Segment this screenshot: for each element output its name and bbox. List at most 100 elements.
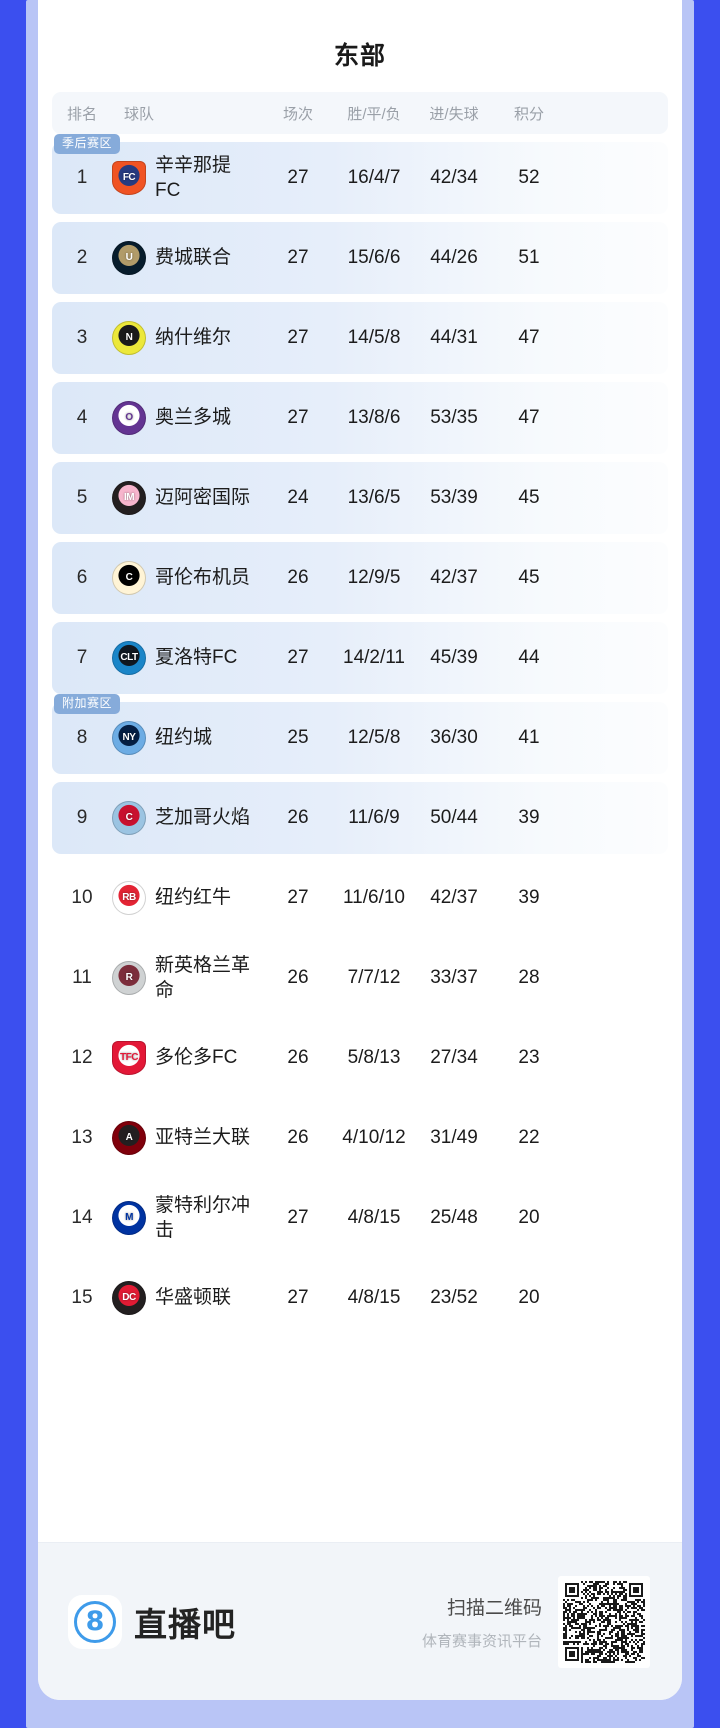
table-row[interactable]: 4 O 奥兰多城 27 13/8/6 53/35 47	[52, 382, 668, 454]
cell-points: 45	[518, 487, 540, 508]
zone-badge: 附加赛区	[54, 694, 121, 714]
cell-team[interactable]: O 奥兰多城	[112, 401, 262, 435]
cell-goals: 44/26	[430, 247, 478, 268]
qr-subtitle: 体育赛事资讯平台	[421, 1632, 542, 1650]
cell-team[interactable]: RB 纽约红牛	[112, 881, 262, 915]
cf-montreal-logo: M	[112, 1201, 146, 1235]
cell-rank: 15	[71, 1287, 93, 1308]
cell-goals: 50/44	[430, 807, 478, 828]
cell-played: 26	[287, 967, 309, 988]
cell-rank: 4	[76, 407, 88, 428]
cell-points: 47	[518, 327, 540, 348]
cell-rank: 6	[76, 567, 88, 588]
cell-team[interactable]: CLT 夏洛特FC	[112, 641, 262, 675]
cell-wdl: 7/7/12	[347, 967, 401, 988]
cell-team[interactable]: C 哥伦布机员	[112, 561, 262, 595]
table-row[interactable]: 6 C 哥伦布机员 26 12/9/5 42/37 45	[52, 542, 668, 614]
cell-rank: 3	[76, 327, 88, 348]
cell-goals: 31/49	[430, 1127, 478, 1148]
table-row[interactable]: 2 U 费城联合 27 15/6/6 44/26 51	[52, 222, 668, 294]
standings-table: 排名 球队 场次 胜/平/负 进/失球 积分 季后赛区 1 FC 辛辛那提FC 27 16…	[38, 92, 682, 1542]
cell-team[interactable]: M 蒙特利尔冲击	[112, 1193, 262, 1243]
column-header-team: 球队	[124, 105, 155, 123]
cell-rank: 2	[76, 247, 88, 268]
nashville-sc-logo: N	[112, 321, 146, 355]
cell-rank: 1	[76, 167, 88, 188]
cell-wdl: 12/5/8	[347, 727, 401, 748]
cell-goals: 33/37	[430, 967, 478, 988]
column-header-rank: 排名	[66, 105, 97, 123]
cell-goals: 25/48	[430, 1207, 478, 1228]
table-row[interactable]: 12 TFC 多伦多FC 26 5/8/13 27/34 23	[52, 1022, 668, 1094]
cell-wdl: 14/5/8	[347, 327, 401, 348]
cell-points: 47	[518, 407, 540, 428]
table-row[interactable]: 11 R 新英格兰革命 26 7/7/12 33/37 28	[52, 942, 668, 1014]
table-row[interactable]: 10 RB 纽约红牛 27 11/6/10 42/37 39	[52, 862, 668, 934]
cell-team[interactable]: R 新英格兰革命	[112, 953, 262, 1003]
cell-played: 26	[287, 1127, 309, 1148]
team-name: 迈阿密国际	[155, 487, 251, 509]
cell-team[interactable]: NY 纽约城	[112, 721, 262, 755]
team-name: 哥伦布机员	[155, 567, 251, 589]
standings-card: 东部 排名 球队 场次 胜/平/负 进/失球 积分 季后赛区 1 FC 辛辛那提FC 2…	[38, 0, 682, 1700]
cell-team[interactable]: TFC 多伦多FC	[112, 1041, 262, 1075]
chicago-fire-logo: C	[112, 801, 146, 835]
cell-rank: 10	[71, 887, 93, 908]
dc-united-logo: DC	[112, 1281, 146, 1315]
cell-wdl: 4/8/15	[347, 1287, 401, 1308]
charlotte-fc-logo: CLT	[112, 641, 146, 675]
new-england-revolution-logo: R	[112, 961, 146, 995]
cell-team[interactable]: DC 华盛顿联	[112, 1281, 262, 1315]
table-row[interactable]: 5 IM 迈阿密国际 24 13/6/5 53/39 45	[52, 462, 668, 534]
cell-goals: 53/39	[430, 487, 478, 508]
cell-wdl: 11/6/9	[348, 807, 400, 828]
table-row[interactable]: 15 DC 华盛顿联 27 4/8/15 23/52 20	[52, 1262, 668, 1334]
brand-block[interactable]: 8 直播吧	[68, 1594, 236, 1649]
table-row[interactable]: 季后赛区 1 FC 辛辛那提FC 27 16/4/7 42/34 52	[52, 134, 668, 214]
cell-played: 27	[287, 887, 309, 908]
cell-points: 28	[518, 967, 540, 988]
footer-bar: 8 直播吧 扫描二维码 体育赛事资讯平台	[38, 1542, 682, 1700]
cell-wdl: 15/6/6	[347, 247, 401, 268]
cell-team[interactable]: U 费城联合	[112, 241, 262, 275]
cell-wdl: 4/8/15	[347, 1207, 401, 1228]
cell-played: 27	[287, 647, 309, 668]
cell-points: 51	[518, 247, 540, 268]
brand-name: 直播吧	[134, 1605, 236, 1643]
cell-wdl: 5/8/13	[347, 1047, 401, 1068]
cell-rank: 11	[72, 967, 92, 988]
qr-title: 扫描二维码	[446, 1597, 542, 1619]
cell-played: 25	[287, 727, 309, 748]
cell-points: 20	[518, 1207, 540, 1228]
table-row[interactable]: 7 CLT 夏洛特FC 27 14/2/11 45/39 44	[52, 622, 668, 694]
cell-team[interactable]: A 亚特兰大联	[112, 1121, 262, 1155]
cell-points: 22	[518, 1127, 540, 1148]
table-row[interactable]: 9 C 芝加哥火焰 26 11/6/9 50/44 39	[52, 782, 668, 854]
cell-team[interactable]: IM 迈阿密国际	[112, 481, 262, 515]
table-row[interactable]: 13 A 亚特兰大联 26 4/10/12 31/49 22	[52, 1102, 668, 1174]
team-name: 蒙特利尔冲击	[155, 1194, 251, 1241]
brand-logo-icon: 8	[68, 1594, 122, 1649]
team-name: 辛辛那提FC	[155, 154, 232, 201]
cell-played: 27	[287, 1287, 309, 1308]
cell-played: 27	[287, 1207, 309, 1228]
cell-played: 27	[287, 247, 309, 268]
cell-played: 26	[287, 807, 309, 828]
cell-team[interactable]: N 纳什维尔	[112, 321, 262, 355]
team-name: 纽约城	[155, 727, 213, 749]
table-row[interactable]: 3 N 纳什维尔 27 14/5/8 44/31 47	[52, 302, 668, 374]
team-name: 纳什维尔	[155, 327, 232, 349]
cell-goals: 36/30	[430, 727, 478, 748]
team-name: 新英格兰革命	[155, 954, 251, 1001]
cell-goals: 27/34	[430, 1047, 478, 1068]
cell-goals: 53/35	[430, 407, 478, 428]
table-row[interactable]: 附加赛区 8 NY 纽约城 25 12/5/8 36/30 41	[52, 694, 668, 774]
qr-code-icon[interactable]	[558, 1575, 650, 1668]
cell-points: 44	[518, 647, 540, 668]
cell-team[interactable]: FC 辛辛那提FC	[112, 153, 262, 203]
table-row[interactable]: 14 M 蒙特利尔冲击 27 4/8/15 25/48 20	[52, 1182, 668, 1254]
orlando-city-logo: O	[112, 401, 146, 435]
team-name: 奥兰多城	[155, 407, 232, 429]
cell-team[interactable]: C 芝加哥火焰	[112, 801, 262, 835]
